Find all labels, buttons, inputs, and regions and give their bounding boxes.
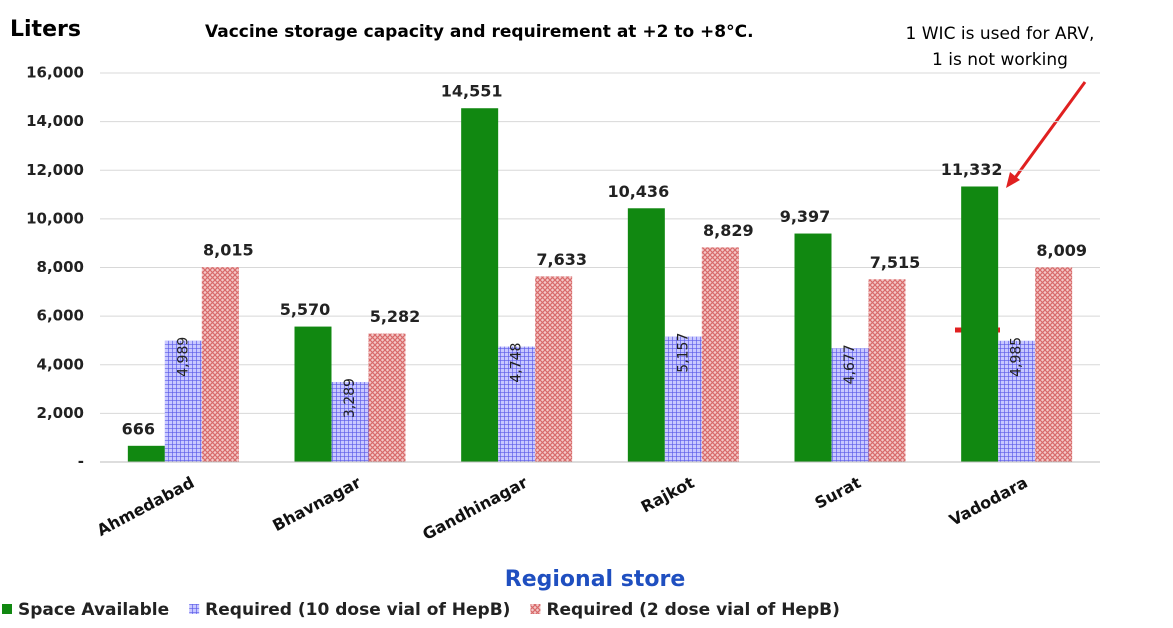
bar [368,333,406,462]
y-tick-label: 4,000 [37,355,84,373]
data-label: 8,015 [203,241,254,260]
data-label: 8,009 [1036,241,1087,260]
bar [664,336,702,462]
bar [498,346,536,462]
y-tick-label: 8,000 [37,258,84,276]
bar [1035,267,1073,462]
x-tick-label: Bhavnagar [269,473,364,535]
bar [961,186,999,462]
annotation: 1 is not working [932,50,1068,70]
bar [627,208,665,462]
data-label: 4,985 [1009,337,1025,377]
data-label: 7,515 [870,253,921,272]
y-axis-label: Liters [10,17,81,42]
arrow-head [1006,172,1020,188]
bar [164,340,202,462]
y-tick-label: 6,000 [37,307,84,325]
legend-swatch [189,604,200,614]
bar [701,247,739,462]
bar [294,326,332,462]
bar [201,267,239,462]
legend-label: Required (2 dose vial of HepB) [546,600,839,620]
x-tick-label: Gandhinagar [419,473,530,544]
legend-label: Required (10 dose vial of HepB) [205,600,510,620]
bar [127,445,165,462]
bar [535,276,573,462]
data-label: 7,633 [536,250,587,269]
x-tick-label: Ahmedabad [94,473,198,540]
data-label: 5,282 [370,307,421,326]
bar [331,382,369,462]
y-tick-label: 16,000 [26,64,84,82]
data-label: 3,289 [342,378,358,418]
x-tick-label: Rajkot [638,473,698,517]
y-tick-label: 14,000 [26,112,84,130]
annotation: 1 WIC is used for ARV, [906,24,1095,44]
data-label: 4,748 [509,343,525,383]
bar [831,348,869,462]
annotation-arrow [1010,81,1087,183]
bar [794,233,832,462]
data-label: 4,989 [175,337,191,377]
data-label: 8,829 [703,221,754,240]
data-label: 14,551 [441,82,503,101]
data-label: 666 [122,419,155,438]
y-tick-label: 10,000 [26,209,84,227]
x-tick-label: Surat [812,473,865,513]
chart-title: Vaccine storage capacity and requirement… [205,22,754,42]
y-tick-label: 2,000 [37,404,84,422]
y-tick-label: - [78,453,84,471]
data-label: 11,332 [941,160,1003,179]
data-label: 5,570 [280,300,331,319]
bar [998,340,1036,462]
legend-label: Space Available [18,600,169,620]
bar [461,108,499,462]
legend-swatch [530,604,541,614]
x-tick-label: Vadodara [946,473,1031,530]
data-label: 9,397 [780,207,831,226]
y-tick-label: 12,000 [26,161,84,179]
x-axis-label: Regional store [505,567,685,592]
data-label: 10,436 [607,182,669,201]
data-label: 4,677 [842,344,858,384]
bar [868,279,906,462]
data-label: 5,157 [675,333,691,373]
legend-swatch [2,604,12,614]
